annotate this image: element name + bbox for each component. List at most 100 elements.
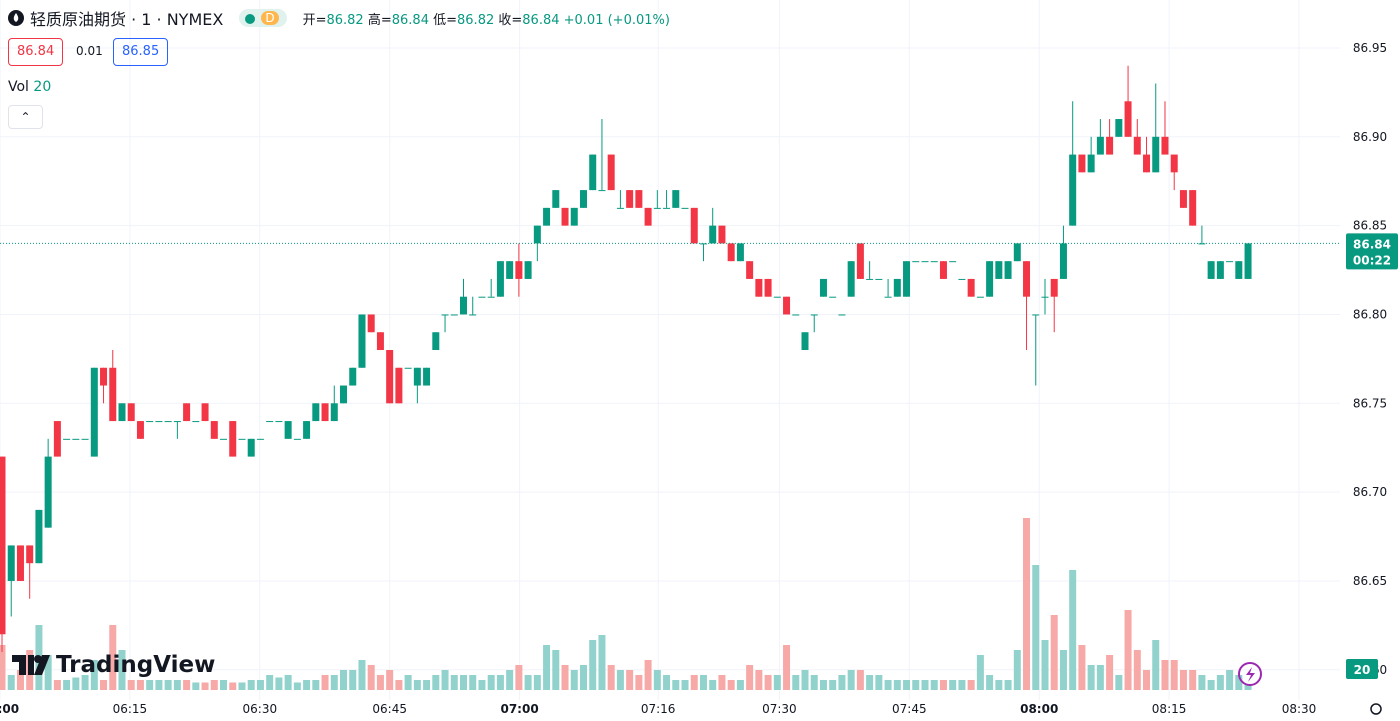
candle-body xyxy=(1004,261,1012,279)
collapse-button[interactable]: ⌃ xyxy=(8,105,43,129)
volume-bar xyxy=(293,682,301,690)
volume-bar xyxy=(118,650,126,690)
volume-bar xyxy=(579,665,587,690)
volume-bar xyxy=(736,680,744,690)
candle-body xyxy=(413,367,421,386)
candle-body xyxy=(460,296,467,315)
volume-bar xyxy=(367,665,375,690)
candle-body xyxy=(44,456,52,528)
sell-button[interactable]: 86.84 xyxy=(8,38,64,66)
candle-body xyxy=(893,278,901,297)
candle-body xyxy=(247,438,255,457)
volume-bar xyxy=(552,650,560,690)
x-tick-label: 08:30 xyxy=(1282,702,1317,716)
volume-bar xyxy=(967,680,975,690)
candle-body xyxy=(1078,154,1086,173)
volume-bar xyxy=(986,675,994,690)
y-tick-label: 86.95 xyxy=(1353,41,1387,55)
candle-body xyxy=(912,261,920,263)
candle-body xyxy=(0,456,6,635)
candle-body xyxy=(376,332,384,350)
settings-icon xyxy=(1370,703,1382,715)
candle-body xyxy=(819,278,827,297)
brand: TradingView xyxy=(56,652,216,678)
x-tick-label: 07:45 xyxy=(892,702,927,716)
volume-legend: Vol 20 xyxy=(8,79,51,95)
volume-bar xyxy=(764,675,772,690)
candle-body xyxy=(293,438,301,440)
candle-body xyxy=(801,332,809,350)
candle-body xyxy=(432,332,440,350)
volume-bar xyxy=(829,680,837,690)
volume-bar xyxy=(792,675,800,690)
volume-bar xyxy=(183,680,191,690)
volume-bar xyxy=(838,675,846,690)
x-tick-label: 08:00 xyxy=(1020,702,1058,716)
volume-bar xyxy=(589,640,597,690)
candle-body xyxy=(1216,261,1224,279)
candle-body xyxy=(644,207,652,226)
volume-bar xyxy=(450,675,458,690)
candle-body xyxy=(764,278,772,297)
label: 高= xyxy=(367,12,392,28)
volume-bar xyxy=(727,680,735,690)
volume-bar xyxy=(1235,675,1243,690)
volume-bar xyxy=(866,675,874,690)
candle-body xyxy=(1041,296,1049,298)
volume-bar xyxy=(155,680,163,690)
value: 20 xyxy=(33,79,52,95)
candle-body xyxy=(995,261,1003,279)
candle-body xyxy=(506,261,514,279)
candle-body xyxy=(1013,243,1021,262)
volume-bar xyxy=(635,675,643,690)
volume-bar xyxy=(921,680,929,690)
volume-bar xyxy=(266,675,274,690)
volume-bar xyxy=(0,645,6,690)
candle-body xyxy=(773,296,781,298)
candle-body xyxy=(340,385,348,404)
label: 收= xyxy=(498,12,523,28)
volume-bar xyxy=(561,665,569,690)
candle-body xyxy=(1032,314,1040,316)
volume-bar xyxy=(755,670,763,690)
volume-bar xyxy=(515,665,523,690)
volume-bar xyxy=(773,675,781,690)
buy-button[interactable]: 86.85 xyxy=(113,38,169,66)
volume-bar xyxy=(524,675,532,690)
close: 86.84 xyxy=(522,12,560,28)
candle-body xyxy=(321,403,329,422)
volume-bar xyxy=(856,670,864,690)
volume-bar xyxy=(718,675,726,690)
candle-body xyxy=(847,261,855,297)
x-tick-label: 06:30 xyxy=(243,702,278,716)
volume-bar xyxy=(210,680,218,690)
volume-bar xyxy=(810,675,818,690)
volume-bar xyxy=(330,675,338,690)
volume-bar xyxy=(699,675,707,690)
volume-bar xyxy=(1124,610,1132,690)
candle-body xyxy=(164,421,172,423)
volume-bar xyxy=(1216,675,1224,690)
candle-body xyxy=(561,207,569,226)
candle-body xyxy=(1161,136,1169,155)
candle-body xyxy=(349,367,357,386)
y-tick-label: 86.80 xyxy=(1353,307,1387,321)
candle-body xyxy=(100,367,108,386)
candle-body xyxy=(976,296,984,298)
volume-bar xyxy=(709,680,717,690)
volume-bar xyxy=(1078,645,1086,690)
candle-body xyxy=(681,207,689,209)
volume-bar xyxy=(192,682,200,690)
replay-bolt xyxy=(1246,667,1255,682)
volume-bar xyxy=(1041,640,1049,690)
candle-body xyxy=(183,403,191,422)
candle-body xyxy=(810,314,818,316)
volume-bar xyxy=(432,675,440,690)
candle-body xyxy=(210,421,218,439)
volume-bar xyxy=(783,645,791,690)
candle-body xyxy=(7,545,15,581)
volume-bar xyxy=(746,665,754,690)
volume-bar xyxy=(496,675,504,690)
candle-body xyxy=(1059,243,1067,279)
